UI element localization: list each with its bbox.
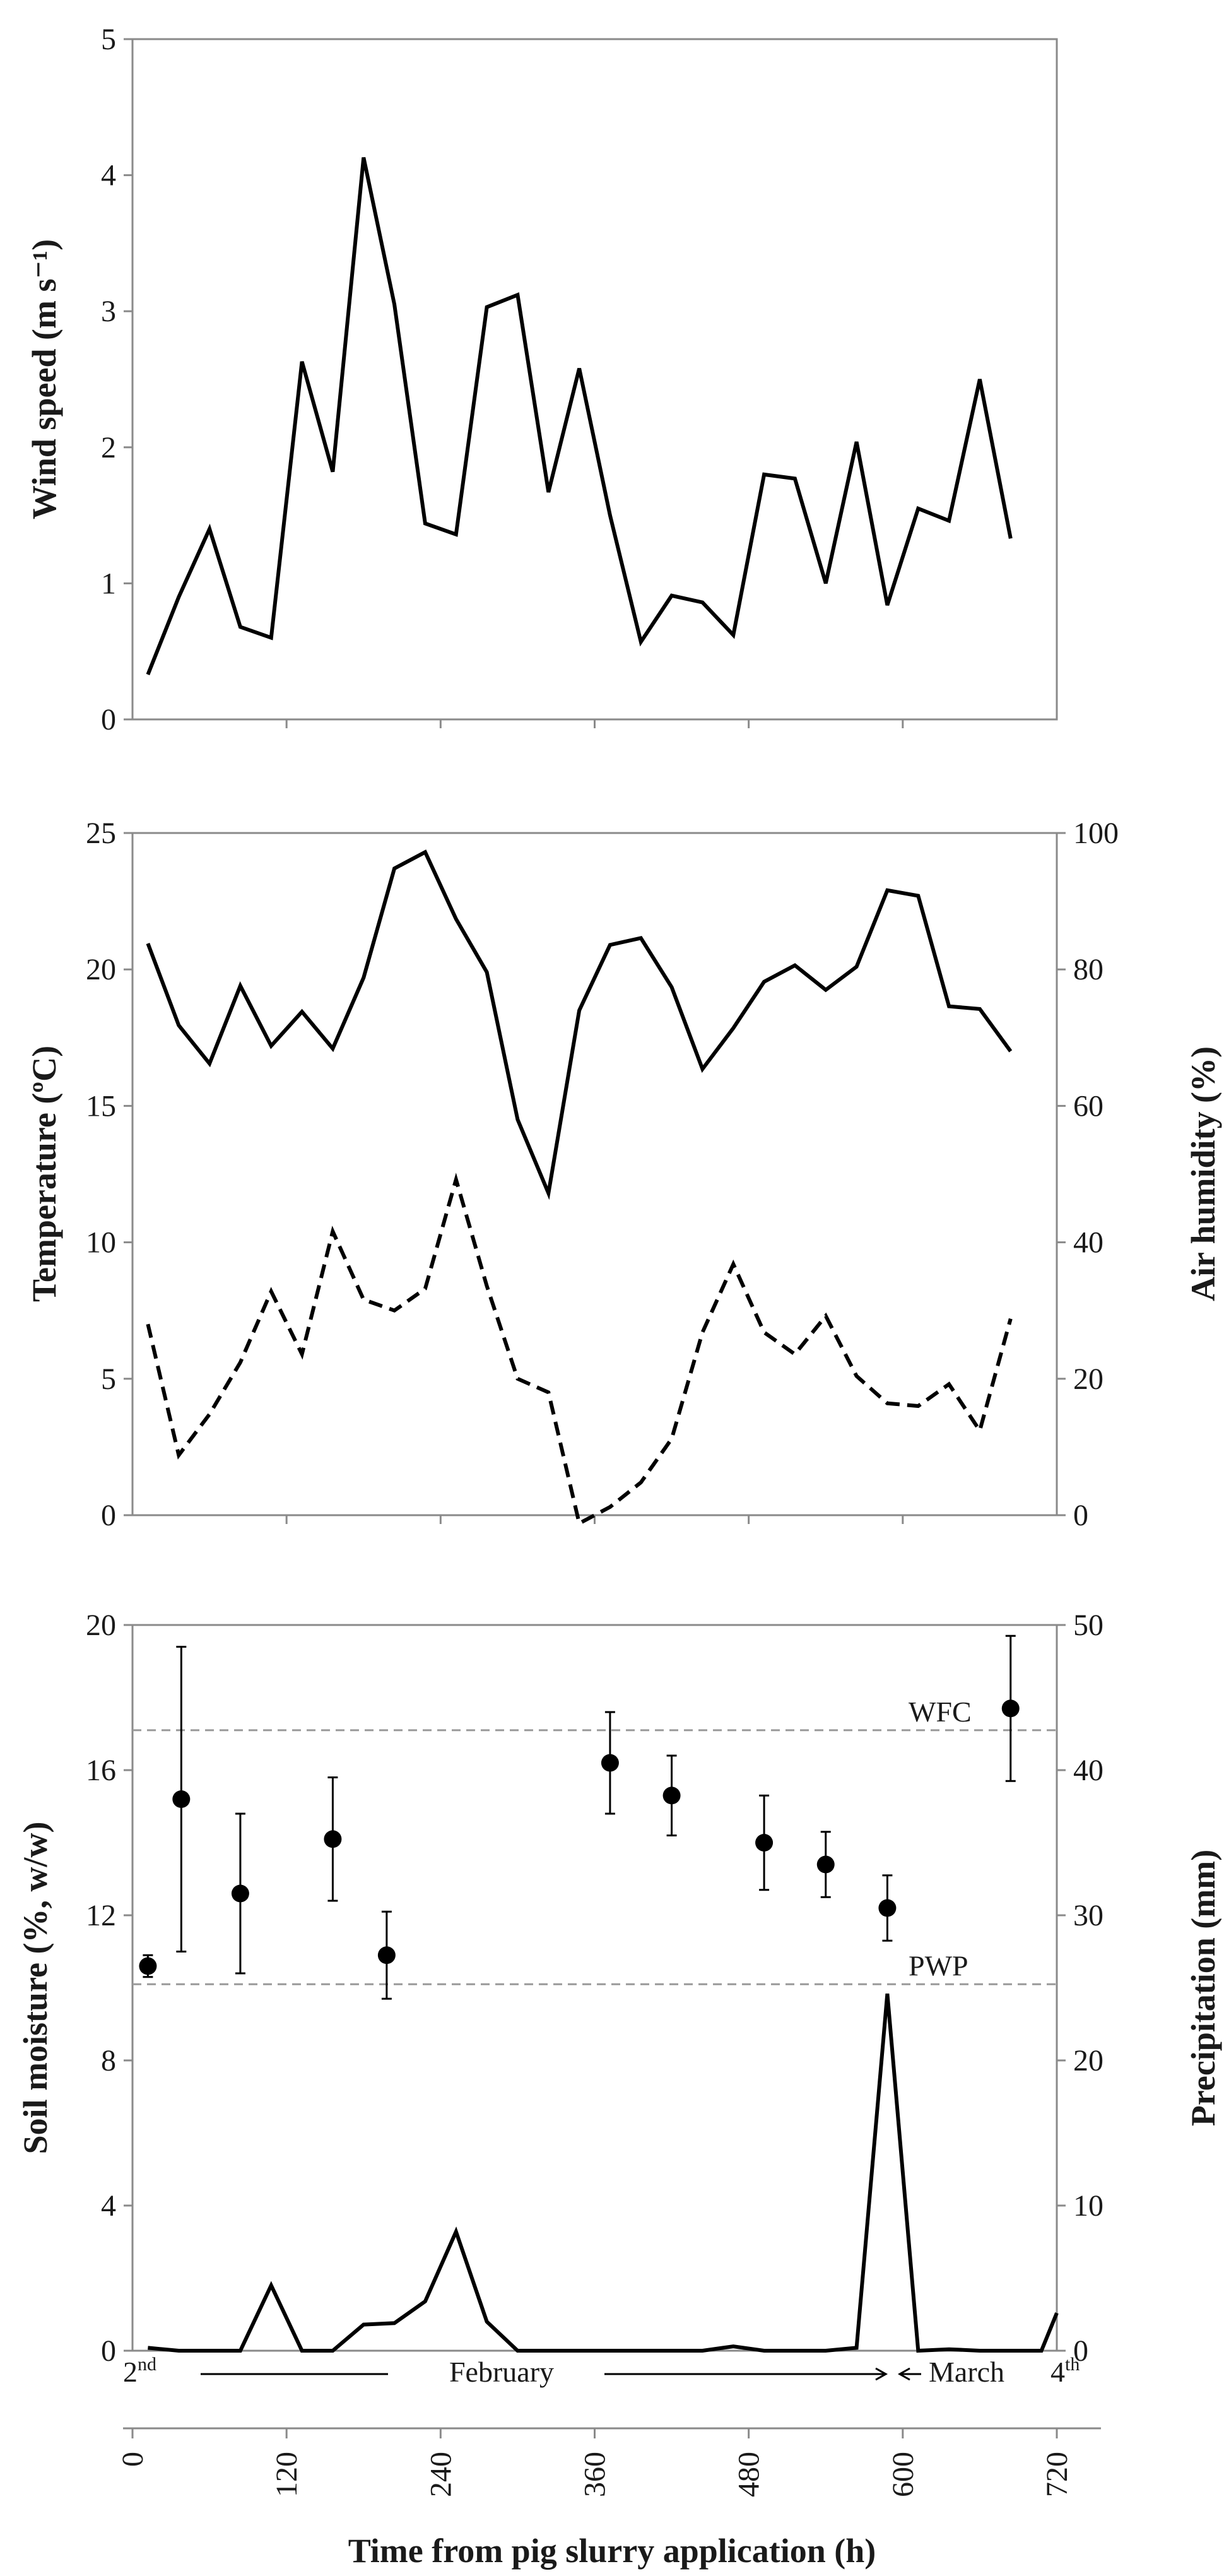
precip-y-tick-label: 20 xyxy=(1073,2044,1103,2077)
soil-y-tick-label: 8 xyxy=(101,2044,116,2077)
precip-y-tick-label: 0 xyxy=(1073,2334,1088,2368)
period-annotation: 2nd February March 4th xyxy=(123,2354,1080,2388)
start-day-label: 2nd xyxy=(123,2354,156,2388)
time-tick-label: 720 xyxy=(1040,2452,1074,2497)
time-tick-label: 240 xyxy=(424,2452,457,2497)
precipitation-line xyxy=(148,1993,1059,2353)
humidity-y-tick-label: 100 xyxy=(1073,817,1119,850)
temperature-line xyxy=(146,1173,1013,1527)
time-x-ticks: 0 120 240 360 480 600 720 xyxy=(116,2428,1074,2497)
soil-moisture-point xyxy=(755,1834,774,1852)
soil-moisture-point xyxy=(139,1957,157,1975)
soil-moisture-point xyxy=(172,1790,191,1808)
soil-y-tick-label: 16 xyxy=(86,1754,116,1787)
humidity-y-ticks: 0 20 40 60 80 100 xyxy=(1057,817,1119,1532)
soil-moisture-point xyxy=(1001,1699,1020,1718)
february-arrowhead xyxy=(875,2367,888,2381)
temp-y-tick-label: 15 xyxy=(86,1089,116,1123)
time-axis: 0 120 240 360 480 600 720 Time from pig slurry… xyxy=(116,2427,1101,2570)
temp-y-tick-label: 25 xyxy=(86,817,116,850)
wind-y-tick-label: 3 xyxy=(101,295,116,328)
soil-y-tick-label: 4 xyxy=(101,2189,116,2223)
air-humidity-line xyxy=(146,849,1013,1200)
soil-series xyxy=(139,1634,1059,2353)
soil-moisture-point xyxy=(231,1884,249,1903)
precip-y-tick-label: 30 xyxy=(1073,1899,1103,1932)
march-label: March xyxy=(929,2356,1004,2388)
wind-x-ticks xyxy=(285,719,904,728)
time-tick-label: 480 xyxy=(733,2452,766,2497)
humidity-y-tick-label: 60 xyxy=(1073,1089,1103,1123)
february-label: February xyxy=(449,2356,554,2388)
pwp-label: PWP xyxy=(909,1949,968,1982)
soil-reference-lines: WFC PWP xyxy=(132,1696,1057,1985)
wfc-label: WFC xyxy=(909,1696,972,1728)
time-tick-label: 360 xyxy=(579,2452,612,2497)
wind-y-tick-label: 4 xyxy=(101,159,116,192)
humidity-y-tick-label: 20 xyxy=(1073,1362,1103,1396)
time-tick-label: 120 xyxy=(270,2452,303,2497)
time-axis-title: Time from pig slurry application (h) xyxy=(348,2532,876,2570)
temp-series xyxy=(146,849,1013,1527)
humidity-y-tick-label: 0 xyxy=(1073,1499,1088,1532)
time-tick-label: 600 xyxy=(886,2452,920,2497)
wind-speed-panel: 0 1 2 3 4 5 Wind speed (m s⁻¹) xyxy=(25,23,1058,736)
soil-moisture-point xyxy=(816,1855,835,1874)
wind-y-tick-label: 0 xyxy=(101,703,116,736)
precipitation-y-ticks: 0 10 20 30 40 50 xyxy=(1057,1609,1103,2368)
wind-series xyxy=(146,157,1013,676)
temperature-humidity-panel: 0 5 10 15 20 25 0 20 40 60 80 100 Temperature (ºC)… xyxy=(25,817,1222,1532)
soil-moisture-point xyxy=(601,1754,619,1772)
soil-moisture-point xyxy=(324,1830,342,1848)
temp-y-tick-label: 20 xyxy=(86,953,116,986)
soil-plot-frame xyxy=(131,1624,1058,2352)
humidity-y-tick-label: 80 xyxy=(1073,953,1103,986)
precip-y-tick-label: 40 xyxy=(1073,1754,1103,1787)
temp-y-tick-label: 10 xyxy=(86,1226,116,1260)
soil-y-tick-label: 0 xyxy=(101,2334,116,2368)
temp-x-ticks xyxy=(285,1515,904,1524)
temperature-axis-title: Temperature (ºC) xyxy=(25,1046,63,1302)
wind-y-tick-label: 2 xyxy=(101,431,116,464)
soil-moisture-point xyxy=(878,1899,897,1917)
soil-y-ticks: 0 4 8 12 16 20 xyxy=(86,1609,132,2368)
wind-y-ticks: 0 1 2 3 4 5 xyxy=(101,23,132,736)
soil-moisture-axis-title: Soil moisture (%, w/w) xyxy=(16,1822,54,2154)
soil-y-tick-label: 12 xyxy=(86,1899,116,1932)
wind-speed-line xyxy=(146,157,1013,676)
wind-y-axis-title: Wind speed (m s⁻¹) xyxy=(25,239,63,519)
time-tick-label: 0 xyxy=(116,2452,150,2467)
wind-y-tick-label: 1 xyxy=(101,567,116,600)
temp-y-ticks: 0 5 10 15 20 25 xyxy=(86,817,132,1532)
humidity-axis-title: Air humidity (%) xyxy=(1184,1046,1222,1301)
temp-y-tick-label: 0 xyxy=(101,1499,116,1532)
precipitation-axis-title: Precipitation (mm) xyxy=(1184,1850,1222,2126)
wind-y-tick-label: 5 xyxy=(101,23,116,56)
soil-moisture-point xyxy=(377,1946,396,1964)
temp-plot-frame xyxy=(131,832,1058,1516)
temp-y-tick-label: 5 xyxy=(101,1362,116,1396)
soil-precipitation-panel: WFC PWP 0 4 8 12 16 20 0 10 20 30 40 50 Soil moistu… xyxy=(16,1609,1222,2570)
precip-y-tick-label: 10 xyxy=(1073,2189,1103,2223)
end-day-label: 4th xyxy=(1050,2354,1080,2388)
precip-y-tick-label: 50 xyxy=(1073,1609,1103,1642)
soil-moisture-point xyxy=(662,1787,681,1805)
humidity-y-tick-label: 40 xyxy=(1073,1226,1103,1260)
wind-plot-frame xyxy=(131,38,1058,721)
soil-y-tick-label: 20 xyxy=(86,1609,116,1642)
